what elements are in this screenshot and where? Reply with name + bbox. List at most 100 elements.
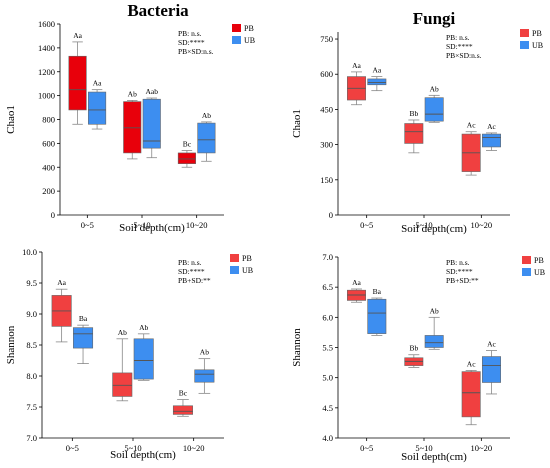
stat-annotation: SD:**** — [178, 38, 205, 47]
legend-swatch-pb — [520, 29, 529, 37]
y-tick-label: 1000 — [38, 91, 55, 101]
legend-swatch-pb — [522, 256, 531, 264]
y-tick-label: 7.0 — [322, 252, 333, 262]
y-tick-label: 150 — [320, 175, 333, 185]
significance-letter: Ac — [467, 359, 476, 368]
box-ub-3: Ab — [194, 348, 215, 394]
box-body — [404, 123, 424, 144]
legend-swatch-ub — [522, 268, 531, 276]
box-ub-1: Aa — [88, 79, 107, 130]
x-tick-label: 5~10 — [415, 220, 432, 230]
y-tick-label: 750 — [320, 34, 333, 44]
legend-swatch-pb — [232, 24, 241, 32]
significance-letter: Ab — [430, 84, 439, 93]
box-ub-2: Ab — [133, 323, 154, 381]
y-tick-label: 9.0 — [26, 309, 37, 319]
chart-panel-4: 4.0 4.5 5.0 5.5 6.0 6.5 7.0 Shannon 0~5 5~10 10~20… — [291, 252, 545, 463]
stat-annotation: PB×SD:n.s. — [178, 47, 214, 56]
box-pb-2: Ab — [112, 328, 133, 402]
significance-letter: Ba — [373, 287, 382, 296]
x-tick-label: 0~5 — [360, 220, 373, 230]
box-pb-1: Aa — [347, 278, 366, 303]
box-pb-1: Aa — [347, 61, 366, 106]
significance-letter: Ac — [487, 122, 496, 131]
box-body — [424, 97, 444, 122]
y-axis-label: Chao1 — [5, 105, 17, 134]
box-ub-1: Aa — [367, 66, 387, 92]
box-pb-3: Bc — [172, 389, 193, 417]
box-body — [197, 122, 216, 154]
significance-letter: Aa — [352, 61, 361, 70]
y-tick-label: 400 — [42, 162, 55, 172]
box-body — [123, 101, 142, 154]
box-pb-1: Aa — [68, 31, 87, 125]
y-tick-label: 1400 — [38, 43, 55, 53]
box-ub-3: Ac — [482, 122, 501, 151]
legend-label-ub: UB — [534, 268, 545, 277]
x-axis-label: Soil depth(cm) — [110, 449, 176, 461]
stat-annotation: PB+SD:** — [446, 276, 479, 285]
x-tick-label: 5~10 — [124, 443, 141, 453]
stat-annotation: PB: n.s. — [446, 258, 470, 267]
significance-letter: Ba — [79, 314, 88, 323]
y-tick-label: 0 — [329, 210, 333, 220]
chart-panel-1: Bacteria 0 200 400 600 800 1000 1200 1400 1600 Cha… — [5, 1, 255, 234]
y-tick-label: 600 — [320, 69, 333, 79]
legend-label-pb: PB — [244, 24, 254, 33]
box-body — [461, 371, 481, 418]
box-pb-3: Ac — [461, 121, 481, 176]
x-tick-label: 10~20 — [183, 443, 205, 453]
legend-label-pb: PB — [534, 256, 544, 265]
significance-letter: Aa — [73, 31, 82, 40]
x-tick-label: 5~10 — [415, 443, 432, 453]
box-body — [482, 133, 501, 148]
y-tick-label: 4.5 — [322, 403, 333, 413]
x-tick-label: 0~5 — [360, 443, 373, 453]
significance-letter: Ab — [200, 348, 209, 357]
chart-title: Fungi — [413, 9, 456, 28]
x-axis-label: Soil depth(cm) — [401, 223, 467, 235]
box-ub-3: Ac — [482, 340, 501, 395]
legend-label-pb: PB — [242, 254, 252, 263]
box-body — [367, 298, 387, 334]
significance-letter: Ab — [128, 89, 137, 98]
y-tick-label: 300 — [320, 140, 333, 150]
significance-letter: Aa — [372, 66, 381, 75]
box-pb-1: Aa — [51, 278, 72, 343]
significance-letter: Bb — [409, 109, 418, 118]
box-pb-2: Bb — [404, 109, 424, 154]
significance-letter: Ac — [467, 121, 476, 130]
x-tick-label: 10~20 — [471, 220, 493, 230]
significance-letter: Aa — [93, 79, 102, 88]
y-axis-label: Chao1 — [291, 109, 303, 138]
stat-annotation: PB: n.s. — [178, 258, 202, 267]
box-pb-3: Ac — [461, 359, 481, 426]
x-tick-label: 0~5 — [66, 443, 79, 453]
box-body — [424, 335, 444, 348]
y-tick-label: 6.5 — [322, 282, 333, 292]
box-body — [68, 55, 87, 111]
x-axis-label: Soil depth(cm) — [401, 451, 467, 463]
box-body — [73, 327, 94, 349]
significance-letter: Bb — [409, 344, 418, 353]
significance-letter: Bc — [179, 389, 188, 398]
y-tick-label: 450 — [320, 104, 333, 114]
legend-swatch-pb — [230, 254, 239, 262]
box-body — [88, 91, 107, 125]
box-body — [172, 405, 193, 415]
box-body — [133, 338, 154, 380]
stat-annotation: SD:**** — [446, 267, 473, 276]
x-axis-label: Soil depth(cm) — [119, 222, 185, 234]
y-tick-label: 5.5 — [322, 343, 333, 353]
y-tick-label: 8.0 — [26, 371, 37, 381]
significance-letter: Ab — [139, 323, 148, 332]
y-tick-label: 9.5 — [26, 278, 37, 288]
chart-title: Bacteria — [127, 1, 189, 20]
chart-panel-3: 7.0 7.5 8.0 8.5 9.0 9.5 10.0 Shannon 0~5 5~10 10~2… — [5, 247, 253, 461]
stat-annotation: SD:**** — [446, 42, 473, 51]
y-tick-label: 600 — [42, 138, 55, 148]
legend-label-ub: UB — [242, 266, 253, 275]
y-tick-label: 8.5 — [26, 340, 37, 350]
box-body — [142, 98, 161, 149]
box-pb-2: Ab — [123, 89, 142, 160]
